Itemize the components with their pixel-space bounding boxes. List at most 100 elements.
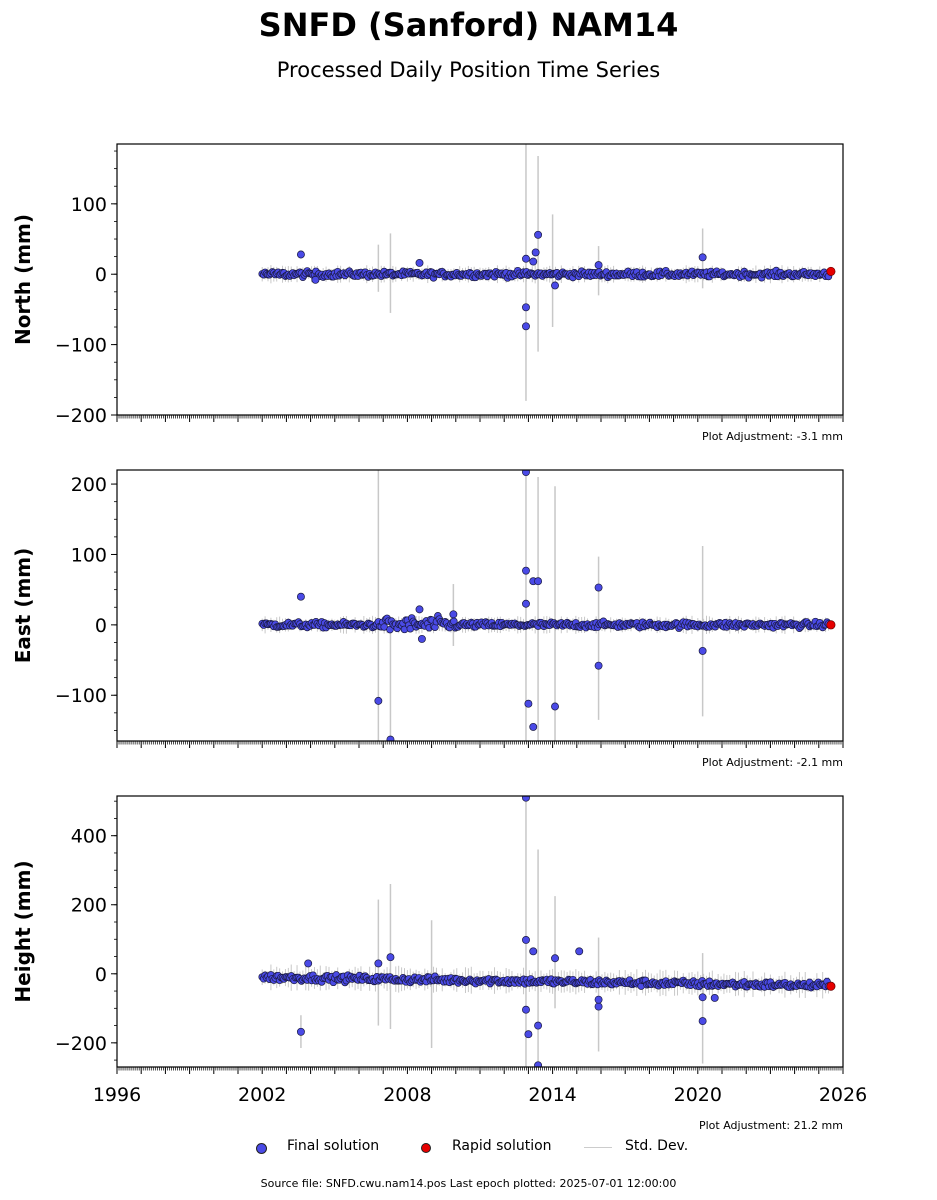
x-axis <box>116 415 844 422</box>
final-point <box>522 796 530 802</box>
final-point <box>417 634 426 643</box>
y-tick-label: 0 <box>95 615 107 637</box>
final-point <box>534 1021 543 1030</box>
final-point <box>296 1027 305 1036</box>
source-footer: Source file: SNFD.cwu.nam14.pos Last epo… <box>260 1177 677 1190</box>
final-point <box>415 605 424 614</box>
final-point <box>449 610 458 619</box>
final-point <box>304 959 313 968</box>
y-tick-label: 400 <box>71 826 107 848</box>
y-axis: −200 0 200 400 <box>55 800 117 1061</box>
x-tick-label: 2020 <box>674 1084 722 1106</box>
plot-area <box>258 470 836 741</box>
final-point <box>594 1002 603 1011</box>
y-tick-label: 100 <box>71 544 107 566</box>
y-axis-label: East (mm) <box>11 548 35 664</box>
y-tick-label: 0 <box>95 264 107 286</box>
final-point <box>415 259 424 267</box>
panel-east: −100 0 100 200 East (mm) Plot Adjustment: -2.… <box>11 469 844 769</box>
final-point <box>551 281 559 290</box>
chart-title: SNFD (Sanford) NAM14 <box>258 6 679 44</box>
y-tick-label: −100 <box>55 685 107 707</box>
final-point <box>529 722 538 731</box>
plot-adjustment: Plot Adjustment: -2.1 mm <box>702 756 843 769</box>
rapid-point <box>826 620 836 630</box>
x-tick-label: 2002 <box>238 1084 286 1106</box>
final-point <box>551 702 559 711</box>
x-tick-label: 2026 <box>819 1084 867 1106</box>
plot-area <box>258 796 836 1067</box>
final-point <box>594 583 603 592</box>
rapid-solution-marker-icon <box>421 1143 431 1153</box>
final-point <box>374 696 383 705</box>
final-point <box>524 699 533 708</box>
final-point <box>698 993 707 1002</box>
x-axis: 1996 2002 2008 2014 2020 2026 <box>93 1067 867 1106</box>
final-point <box>575 947 584 956</box>
final-point <box>522 566 530 575</box>
rapid-point <box>826 266 836 276</box>
final-point <box>698 253 707 262</box>
final-point <box>374 959 383 968</box>
final-point <box>522 599 530 608</box>
legend-rapid-label: Rapid solution <box>452 1138 552 1154</box>
panel-height: −200 0 200 400 1996 2002 2008 2014 2020 2026 Heigh… <box>11 795 867 1132</box>
plot-frame <box>116 795 844 1068</box>
legend-std-label: Std. Dev. <box>625 1138 689 1154</box>
y-tick-label: −200 <box>55 405 107 427</box>
final-point <box>698 646 707 655</box>
final-solution-points <box>258 470 833 741</box>
x-tick-label: 2008 <box>383 1084 431 1106</box>
final-point <box>522 254 530 263</box>
plot-adjustment: Plot Adjustment: -3.1 mm <box>702 430 843 443</box>
final-point <box>296 250 305 259</box>
y-tick-label: 100 <box>71 194 107 216</box>
x-tick-label: 2014 <box>528 1084 576 1106</box>
y-tick-label: 200 <box>71 474 107 496</box>
final-point <box>522 1005 530 1014</box>
final-point <box>386 953 395 962</box>
x-tick-label: 1996 <box>93 1084 141 1106</box>
final-point <box>551 954 559 963</box>
y-axis: −100 0 100 200 <box>55 474 117 731</box>
y-axis: −200 −100 0 100 <box>55 150 117 427</box>
final-point <box>534 577 543 586</box>
final-point <box>522 936 530 944</box>
chart-subtitle: Processed Daily Position Time Series <box>276 58 661 82</box>
plot-adjustment: Plot Adjustment: 21.2 mm <box>699 1119 843 1132</box>
y-tick-label: −100 <box>55 335 107 357</box>
final-point <box>529 947 538 956</box>
plot-area <box>258 144 836 401</box>
final-point <box>529 257 538 266</box>
y-tick-label: −200 <box>55 1033 107 1055</box>
final-point <box>534 230 543 239</box>
final-point <box>594 261 603 270</box>
final-point <box>311 275 320 284</box>
y-axis-label: North (mm) <box>11 214 35 345</box>
std-dev-bars <box>261 796 829 1067</box>
final-point <box>594 661 603 670</box>
final-point <box>524 1030 533 1039</box>
final-solution-marker-icon <box>256 1143 267 1154</box>
std-dev-bars <box>261 470 829 741</box>
final-point <box>710 994 719 1002</box>
rapid-point <box>826 981 836 991</box>
y-axis-label: Height (mm) <box>11 860 35 1002</box>
std-dev-line-icon <box>584 1147 612 1148</box>
panel-north: −200 −100 0 100 North (mm) Plot Adjustment: -… <box>11 143 844 443</box>
final-point <box>594 995 603 1004</box>
final-point <box>296 592 305 601</box>
final-solution-points <box>258 230 833 331</box>
legend-final-label: Final solution <box>287 1138 380 1154</box>
final-point <box>522 322 530 331</box>
final-solution-points <box>258 796 833 1067</box>
final-point <box>534 1061 543 1067</box>
final-point <box>531 248 540 257</box>
y-tick-label: 200 <box>71 895 107 917</box>
final-point <box>522 470 530 477</box>
final-point <box>698 1017 707 1026</box>
y-tick-label: 0 <box>95 964 107 986</box>
plot-frame <box>116 469 844 742</box>
final-point <box>522 303 530 312</box>
